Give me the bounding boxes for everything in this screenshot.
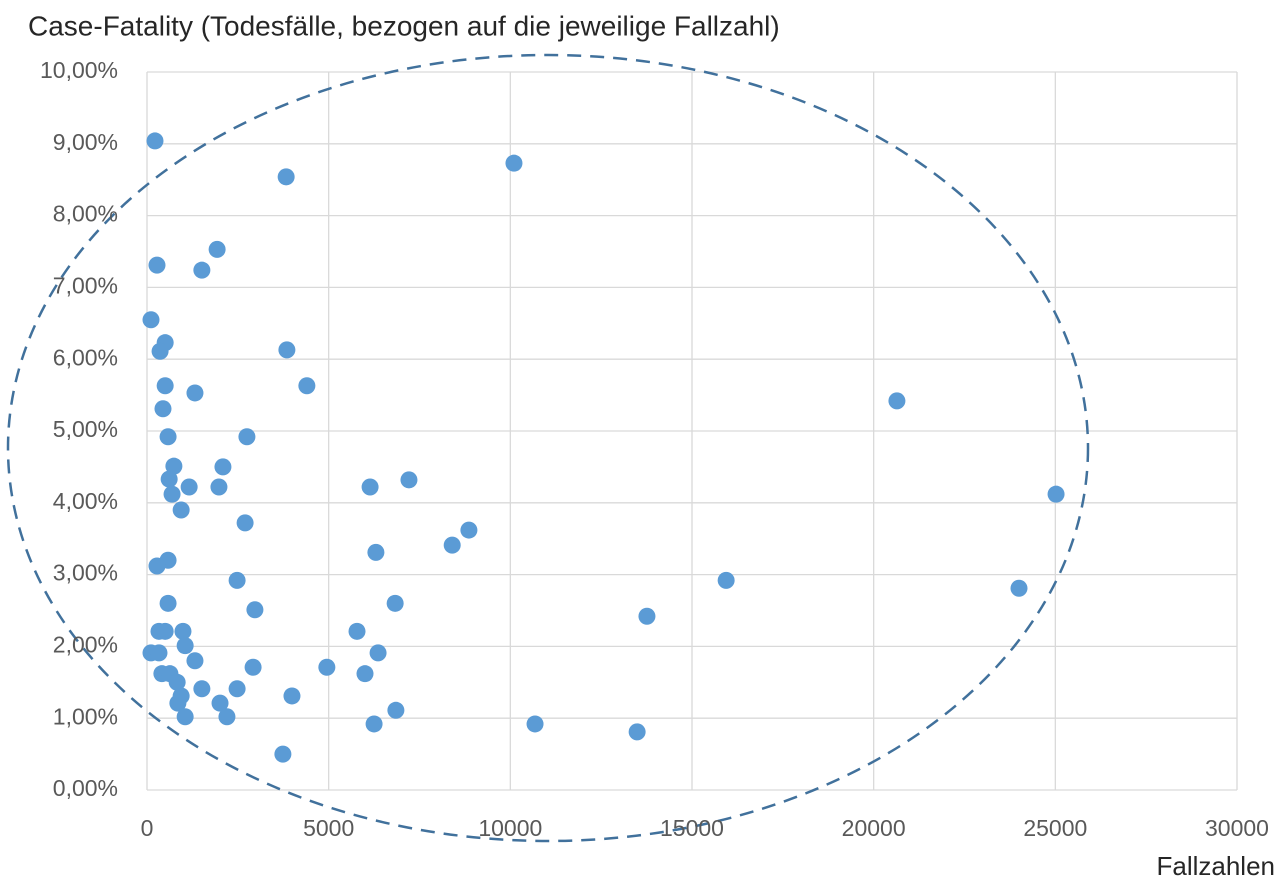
y-tick-label: 2,00% bbox=[53, 631, 118, 657]
y-tick-label: 7,00% bbox=[53, 272, 118, 298]
data-point bbox=[193, 261, 211, 279]
data-point bbox=[186, 652, 204, 670]
chart-title: Case-Fatality (Todesfälle, bezogen auf d… bbox=[28, 10, 780, 41]
data-point bbox=[628, 723, 646, 741]
data-point bbox=[460, 521, 478, 539]
y-tick-label: 4,00% bbox=[53, 488, 118, 514]
data-point bbox=[210, 478, 228, 496]
data-point bbox=[400, 471, 418, 489]
data-point bbox=[236, 514, 254, 532]
grid bbox=[146, 71, 1238, 791]
data-point bbox=[367, 543, 385, 561]
y-tick-label: 1,00% bbox=[53, 703, 118, 729]
data-point bbox=[159, 428, 177, 446]
data-point bbox=[1010, 579, 1028, 597]
x-tick-label: 25000 bbox=[1023, 815, 1087, 841]
data-point bbox=[142, 311, 160, 329]
data-point bbox=[193, 680, 211, 698]
y-tick-label: 9,00% bbox=[53, 129, 118, 155]
x-tick-label: 15000 bbox=[660, 815, 724, 841]
data-point bbox=[148, 256, 166, 274]
data-point bbox=[638, 607, 656, 625]
data-point bbox=[180, 478, 198, 496]
data-point bbox=[365, 715, 383, 733]
data-point bbox=[151, 342, 169, 360]
data-point bbox=[386, 594, 404, 612]
data-point bbox=[172, 501, 190, 519]
data-point bbox=[717, 571, 735, 589]
data-point bbox=[246, 601, 264, 619]
data-point bbox=[318, 658, 336, 676]
data-point bbox=[208, 240, 226, 258]
data-point bbox=[888, 392, 906, 410]
data-point bbox=[505, 154, 523, 172]
x-axis-title: Fallzahlen bbox=[1156, 851, 1275, 881]
data-point bbox=[211, 694, 229, 712]
data-point bbox=[283, 687, 301, 705]
data-point bbox=[165, 457, 183, 475]
data-point bbox=[176, 637, 194, 655]
data-point bbox=[159, 594, 177, 612]
data-point bbox=[387, 701, 405, 719]
y-tick-label: 6,00% bbox=[53, 344, 118, 370]
data-point bbox=[218, 708, 236, 726]
x-tick-label: 5000 bbox=[303, 815, 354, 841]
data-point bbox=[228, 680, 246, 698]
x-tick-label: 30000 bbox=[1205, 815, 1269, 841]
data-point bbox=[146, 132, 164, 150]
y-tick-label: 5,00% bbox=[53, 416, 118, 442]
data-point bbox=[278, 341, 296, 359]
data-point bbox=[274, 745, 292, 763]
data-point bbox=[168, 673, 186, 691]
data-point bbox=[228, 571, 246, 589]
data-point bbox=[277, 168, 295, 186]
data-point bbox=[244, 658, 262, 676]
data-point bbox=[369, 644, 387, 662]
data-point bbox=[348, 622, 366, 640]
x-tick-label: 10000 bbox=[478, 815, 542, 841]
data-point bbox=[361, 478, 379, 496]
highlight-ellipse bbox=[6, 53, 1090, 843]
data-point bbox=[176, 708, 194, 726]
data-point bbox=[526, 715, 544, 733]
x-tick-label: 0 bbox=[141, 815, 154, 841]
data-point bbox=[163, 485, 181, 503]
y-tick-label: 3,00% bbox=[53, 560, 118, 586]
data-point bbox=[150, 644, 168, 662]
data-point bbox=[238, 428, 256, 446]
data-point bbox=[214, 458, 232, 476]
data-point bbox=[298, 377, 316, 395]
data-point bbox=[154, 400, 172, 418]
data-point bbox=[174, 622, 192, 640]
y-tick-label: 8,00% bbox=[53, 201, 118, 227]
data-point bbox=[1047, 485, 1065, 503]
data-point bbox=[169, 694, 187, 712]
data-point bbox=[160, 470, 178, 488]
y-tick-label: 0,00% bbox=[53, 775, 118, 801]
marks bbox=[142, 132, 1065, 763]
y-tick-label: 10,00% bbox=[40, 57, 118, 83]
data-point bbox=[156, 377, 174, 395]
data-point bbox=[443, 536, 461, 554]
data-point bbox=[156, 622, 174, 640]
x-tick-label: 20000 bbox=[842, 815, 906, 841]
data-point bbox=[186, 384, 204, 402]
data-point bbox=[356, 665, 374, 683]
data-point bbox=[148, 557, 166, 575]
